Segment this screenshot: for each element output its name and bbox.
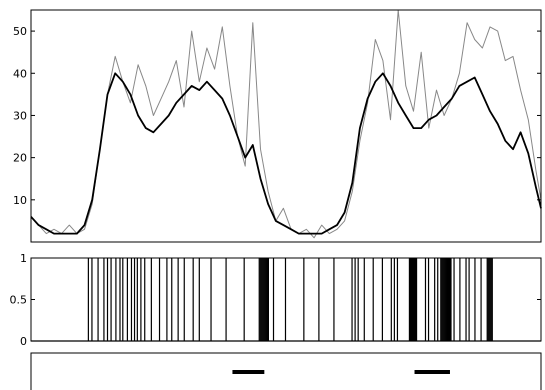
series-raw-line [30,9,542,239]
y-tick-label: 20 [13,152,27,165]
y-tick-label: 1 [20,252,27,265]
panel3-frame [30,352,542,390]
line-chart-panel: 10 20 30 40 50 [13,9,542,243]
y-tick-label: 0.5 [10,294,28,307]
panel1-frame [30,9,542,243]
y-tick-label: 10 [13,194,27,207]
interval-bar-panel [30,352,542,390]
y-tick-label: 40 [13,67,27,80]
binary-pulse-panel: 00.51 [10,252,542,348]
y-tick-label: 30 [13,109,27,122]
series-smoothed-line [30,72,542,235]
y-tick-label: 50 [13,25,27,38]
y-tick-label: 0 [20,335,27,348]
